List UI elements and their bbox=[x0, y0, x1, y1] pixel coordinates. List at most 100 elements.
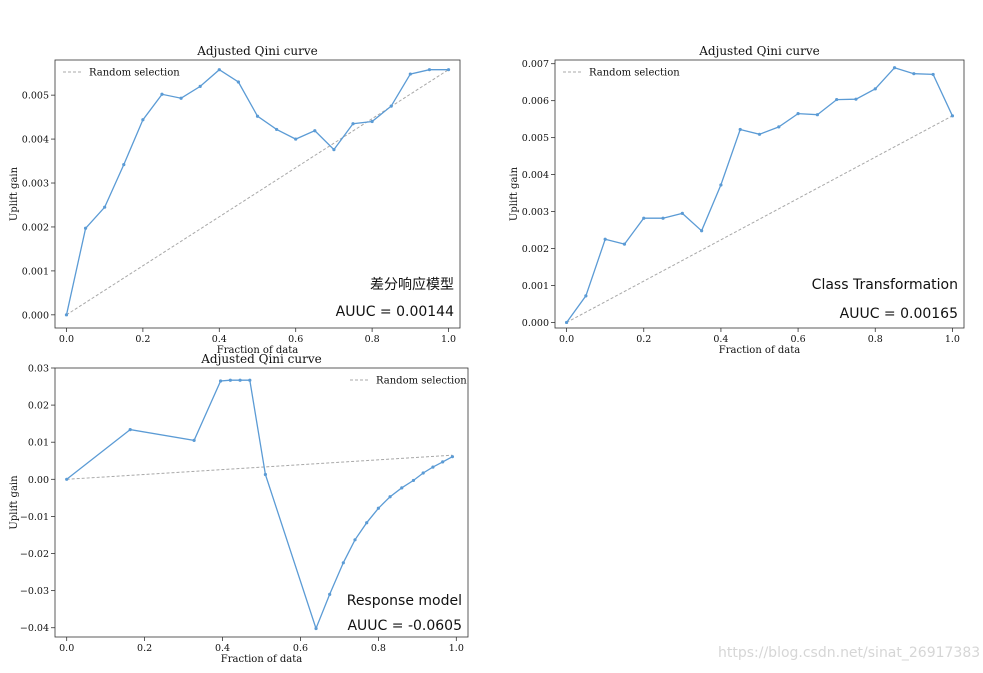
qini-curve-point bbox=[912, 72, 916, 76]
qini-curve-point bbox=[128, 427, 132, 432]
qini-curve-point bbox=[950, 114, 955, 118]
qini-curve-point bbox=[255, 114, 260, 118]
y-axis-label: Uplift gain bbox=[9, 166, 20, 221]
qini-curve-point bbox=[777, 125, 781, 129]
y-tick-label: −0.02 bbox=[20, 549, 49, 560]
qini-curve-point bbox=[757, 132, 762, 136]
plot-frame bbox=[554, 59, 965, 329]
x-tick-label: 0.4 bbox=[215, 643, 230, 654]
x-tick-label: 0.6 bbox=[791, 334, 806, 345]
auuc-annotation: AUUC = -0.0605 bbox=[347, 618, 462, 634]
x-tick-label: 0.2 bbox=[135, 334, 150, 345]
y-tick-label: −0.03 bbox=[20, 586, 49, 597]
model-name-annotation: 差分响应模型 bbox=[370, 276, 454, 293]
y-tick-label: 0.000 bbox=[22, 310, 49, 321]
qini-curve-point bbox=[217, 68, 221, 72]
qini-curve-point bbox=[931, 72, 935, 77]
qini-curve-point bbox=[228, 378, 232, 382]
qini-curve-point bbox=[388, 495, 392, 499]
y-axis-label: Uplift gain bbox=[9, 475, 20, 530]
qini-curve-point bbox=[815, 113, 819, 117]
qini-curve-point bbox=[192, 438, 196, 442]
model-name-annotation: Class Transformation bbox=[812, 277, 958, 293]
auuc-annotation: AUUC = 0.00165 bbox=[840, 306, 958, 322]
x-tick-label: 0.4 bbox=[713, 334, 728, 345]
qini-curve-point bbox=[446, 68, 451, 72]
y-tick-label: 0.003 bbox=[522, 207, 549, 218]
qini-curve-point bbox=[370, 119, 374, 124]
qini-curve-point bbox=[835, 97, 839, 102]
qini-curve-point bbox=[341, 561, 345, 565]
qini-curve-point bbox=[854, 97, 858, 101]
qini-curve-point bbox=[122, 162, 126, 167]
qini-curve-point bbox=[236, 80, 240, 84]
chart-title: Adjusted Qini curve bbox=[200, 352, 322, 366]
y-tick-label: 0.02 bbox=[28, 401, 49, 412]
qini-curve-point bbox=[103, 205, 107, 209]
qini-curve-point bbox=[411, 478, 416, 483]
qini-curve-point bbox=[351, 122, 355, 126]
plot-frame bbox=[54, 367, 469, 638]
auuc-annotation: AUUC = 0.00144 bbox=[336, 304, 454, 320]
qini-curve-point bbox=[198, 84, 202, 88]
x-tick-label: 0.2 bbox=[636, 334, 651, 345]
x-tick-label: 0.2 bbox=[137, 643, 152, 654]
qini-curve-point bbox=[275, 127, 279, 132]
y-axis-label: Uplift gain bbox=[509, 166, 520, 221]
x-tick-label: 0.4 bbox=[212, 334, 227, 345]
y-tick-label: 0.01 bbox=[28, 438, 49, 449]
x-axis-label: Fraction of data bbox=[719, 345, 800, 356]
qini-chart-response-model: Adjusted Qini curve 0.0 0.2 0.4 0.6 0.8 1.0 −0.… bbox=[9, 352, 469, 665]
x-tick-label: 0.0 bbox=[59, 334, 74, 345]
qini-curve-point bbox=[796, 112, 800, 116]
qini-chart-class-transformation: Adjusted Qini curve 0.0 0.2 0.4 0.6 0.8 1.0 0.0… bbox=[509, 44, 965, 356]
x-tick-label: 0.8 bbox=[868, 334, 883, 345]
qini-curve-point bbox=[680, 211, 684, 216]
qini-curve-point bbox=[376, 506, 380, 510]
qini-curve-point bbox=[408, 72, 412, 76]
qini-curve-point bbox=[421, 471, 425, 475]
y-tick-label: 0.001 bbox=[22, 266, 49, 277]
y-tick-label: −0.01 bbox=[20, 512, 49, 523]
qini-curve-point bbox=[248, 378, 252, 382]
qini-curve-point bbox=[427, 68, 432, 72]
x-axis-label: Fraction of data bbox=[217, 345, 298, 356]
qini-curve-point bbox=[700, 229, 704, 233]
x-tick-label: 1.0 bbox=[945, 334, 960, 345]
qini-curve-point bbox=[294, 137, 298, 141]
x-tick-label: 0.0 bbox=[559, 334, 574, 345]
qini-curve-point bbox=[873, 87, 877, 91]
x-tick-label: 0.8 bbox=[371, 643, 386, 654]
y-tick-label: 0.005 bbox=[522, 133, 549, 144]
qini-chart-diff-response: Adjusted Qini curve 0.0 0.2 0.4 0.6 0.8 1.0 0.0… bbox=[9, 44, 461, 356]
x-axis-label: Fraction of data bbox=[221, 654, 302, 665]
qini-curve-point bbox=[65, 477, 69, 481]
qini-curve-point bbox=[218, 379, 223, 383]
qini-curve-point bbox=[642, 216, 646, 220]
qini-curve-point bbox=[160, 92, 164, 96]
x-tick-label: 0.8 bbox=[365, 334, 380, 345]
qini-curve-point bbox=[564, 320, 569, 325]
x-tick-label: 0.6 bbox=[293, 643, 308, 654]
y-tick-label: 0.006 bbox=[522, 96, 549, 107]
qini-curve-point bbox=[314, 626, 318, 631]
legend-label: Random selection bbox=[376, 376, 467, 387]
plot-frame bbox=[54, 59, 461, 329]
legend-label: Random selection bbox=[89, 68, 180, 79]
model-name-annotation: Response model bbox=[347, 593, 462, 609]
y-tick-label: 0.005 bbox=[22, 91, 49, 102]
y-tick-label: 0.002 bbox=[22, 222, 49, 233]
qini-curve-point bbox=[450, 455, 455, 459]
chart-title: Adjusted Qini curve bbox=[196, 44, 318, 58]
qini-curve-point bbox=[441, 460, 445, 464]
watermark-text: https://blog.csdn.net/sinat_26917383 bbox=[718, 645, 981, 661]
qini-curve-point bbox=[389, 104, 393, 108]
legend-label: Random selection bbox=[589, 68, 680, 79]
qini-curve-point bbox=[263, 472, 267, 477]
y-tick-label: 0.002 bbox=[522, 244, 549, 255]
qini-curve-point bbox=[83, 226, 88, 230]
random-selection-line bbox=[66, 454, 453, 480]
random-selection-line bbox=[66, 69, 449, 316]
qini-curve-point bbox=[179, 96, 183, 100]
y-tick-label: 0.000 bbox=[522, 318, 549, 329]
